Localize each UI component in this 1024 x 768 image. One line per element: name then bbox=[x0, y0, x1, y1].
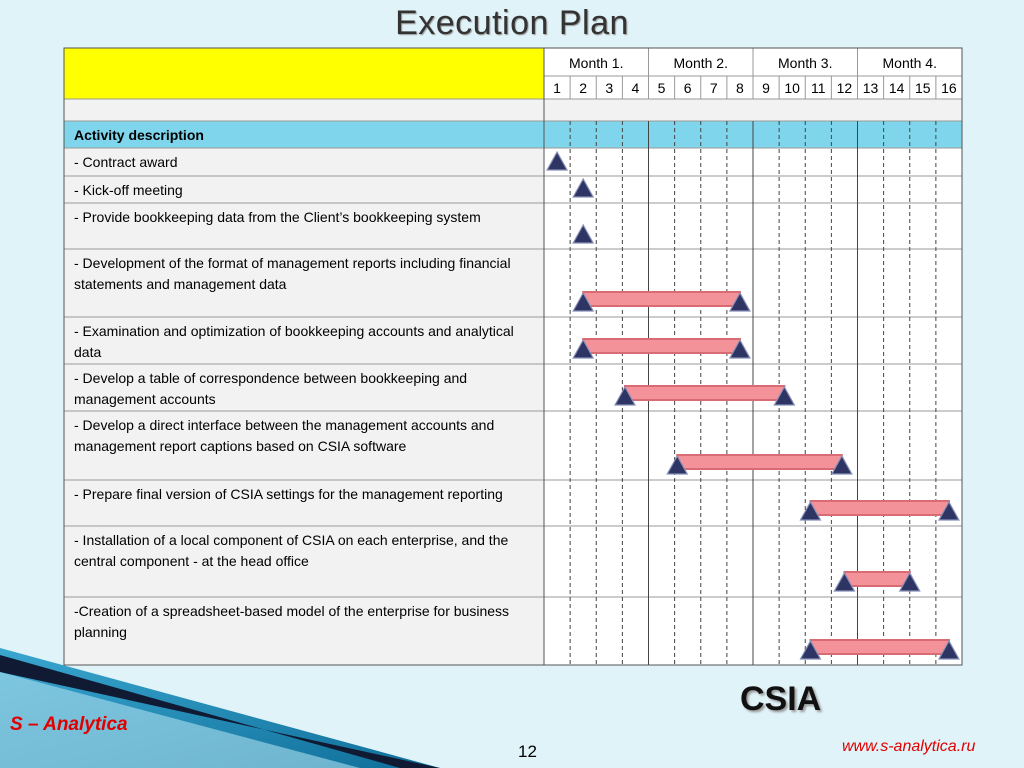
task-bar bbox=[843, 571, 911, 587]
month-header-label: Month 3. bbox=[778, 55, 832, 71]
task-name: - Develop a table of correspondence betw… bbox=[74, 370, 467, 407]
task-bar bbox=[582, 338, 741, 354]
bar-start-marker bbox=[799, 639, 822, 660]
month-header-label: Month 4. bbox=[883, 55, 937, 71]
task-bar bbox=[809, 639, 950, 655]
week-number-label: 7 bbox=[710, 80, 718, 96]
month-header-label: Month 2. bbox=[674, 55, 728, 71]
bar-end-marker bbox=[773, 385, 796, 406]
task-bar bbox=[676, 454, 843, 470]
bar-end-marker bbox=[898, 571, 921, 592]
week-number-label: 3 bbox=[605, 80, 613, 96]
task-name: - Examination and optimization of bookke… bbox=[74, 323, 514, 360]
milestone-marker bbox=[546, 150, 569, 171]
bar-start-marker bbox=[833, 571, 856, 592]
task-name: - Contract award bbox=[74, 154, 177, 170]
bar-start-marker bbox=[572, 291, 595, 312]
bar-start-marker bbox=[613, 385, 637, 406]
month-header-label: Month 1. bbox=[569, 55, 623, 71]
task-name: -Creation of a spreadsheet-based model o… bbox=[74, 603, 509, 640]
bar-start-marker bbox=[572, 338, 595, 359]
milestone-marker bbox=[572, 223, 595, 244]
task-name: - Develop a direct interface between the… bbox=[74, 417, 494, 454]
week-number-label: 5 bbox=[658, 80, 666, 96]
bar-end-marker bbox=[728, 338, 751, 359]
week-number-label: 11 bbox=[811, 80, 826, 96]
week-number-label: 10 bbox=[784, 80, 800, 96]
section-label: Activity description bbox=[74, 127, 204, 143]
week-number-label: 1 bbox=[553, 80, 561, 96]
task-name: - Kick-off meeting bbox=[74, 182, 183, 198]
week-number-label: 6 bbox=[684, 80, 692, 96]
brand-name: S – Analytica bbox=[10, 714, 128, 735]
task-bar bbox=[809, 500, 950, 516]
milestone-marker bbox=[572, 177, 595, 198]
bar-end-marker bbox=[728, 291, 751, 312]
section-header-row bbox=[64, 121, 962, 148]
week-number-label: 8 bbox=[736, 80, 744, 96]
task-bar bbox=[582, 291, 741, 307]
task-bar bbox=[623, 385, 786, 401]
task-name: - Installation of a local component of C… bbox=[74, 532, 508, 569]
week-number-label: 12 bbox=[837, 80, 853, 96]
task-name: - Prepare final version of CSIA settings… bbox=[74, 486, 503, 502]
bar-start-marker bbox=[799, 500, 822, 521]
bar-end-marker bbox=[937, 639, 960, 660]
table-border bbox=[63, 47, 963, 666]
week-number-label: 4 bbox=[632, 80, 640, 96]
week-number-label: 16 bbox=[941, 80, 957, 96]
website-link[interactable]: www.s-analytica.ru bbox=[842, 738, 976, 755]
task-name: - Development of the format of managemen… bbox=[74, 255, 511, 292]
bar-start-marker bbox=[666, 454, 689, 475]
week-number-label: 14 bbox=[889, 80, 905, 96]
header-yellow-cell bbox=[64, 48, 544, 99]
product-logo-text: CSIA bbox=[740, 680, 822, 718]
page-number: 12 bbox=[518, 742, 537, 761]
bar-end-marker bbox=[830, 454, 853, 475]
spacer-row bbox=[64, 99, 962, 121]
week-number-label: 9 bbox=[762, 80, 770, 96]
bar-end-marker bbox=[937, 500, 960, 521]
page-title: Execution Plan bbox=[395, 4, 629, 42]
task-name: - Provide bookkeeping data from the Clie… bbox=[74, 209, 481, 225]
week-number-label: 13 bbox=[863, 80, 879, 96]
week-number-label: 15 bbox=[915, 80, 931, 96]
week-number-label: 2 bbox=[579, 80, 587, 96]
task-name-column bbox=[64, 148, 544, 665]
